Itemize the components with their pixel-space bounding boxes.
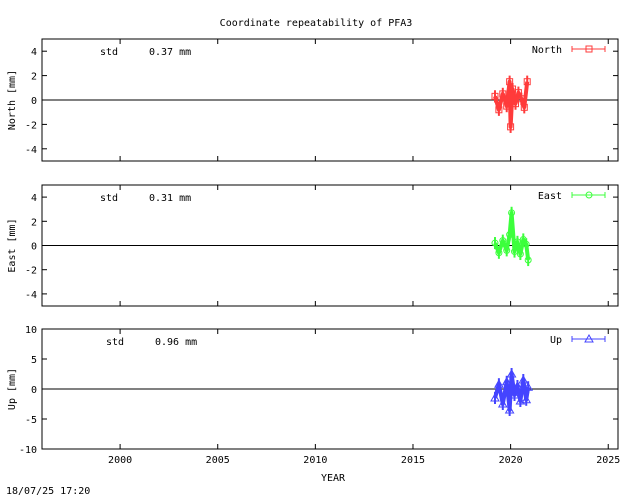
data-point	[520, 103, 528, 111]
data-point	[521, 394, 532, 404]
y-tick-label: 0	[31, 385, 37, 396]
y-tick-label: -2	[25, 120, 37, 131]
std-label: std	[106, 337, 124, 348]
data-point	[508, 209, 516, 217]
x-tick-label: 2025	[596, 455, 620, 466]
std-value: 0.96 mm	[155, 337, 197, 348]
x-tick-label: 2010	[303, 455, 327, 466]
data-point	[511, 248, 519, 256]
x-tick-label: 2000	[108, 455, 132, 466]
data-point	[524, 256, 532, 264]
timestamp: 18/07/25 17:20	[6, 486, 90, 496]
legend-label: Up	[550, 335, 562, 346]
y-tick-label: 2	[31, 72, 37, 83]
data-point	[513, 238, 521, 246]
data-point	[506, 78, 514, 86]
data-point	[491, 239, 499, 247]
data-point	[506, 231, 514, 239]
data-point	[494, 379, 504, 388]
x-tick-label: 2005	[206, 455, 230, 466]
y-tick-label: 4	[31, 47, 37, 58]
data-point	[522, 240, 530, 248]
y-tick-label: -4	[25, 290, 37, 301]
data-point	[511, 100, 519, 108]
y-axis-label: East [mm]	[7, 218, 18, 272]
x-tick-label: 2015	[401, 455, 425, 466]
std-value: 0.37 mm	[149, 47, 191, 58]
data-point	[509, 389, 520, 399]
data-point	[490, 392, 500, 402]
std-value: 0.31 mm	[149, 193, 191, 204]
data-point	[506, 368, 517, 378]
y-axis-label: North [mm]	[7, 70, 18, 130]
data-point	[516, 250, 524, 258]
data-point	[499, 90, 507, 98]
std-label: std	[100, 193, 118, 204]
y-tick-label: 0	[31, 96, 37, 107]
data-point	[501, 376, 512, 386]
data-point	[503, 102, 511, 110]
panel-up: -10 -5 0 5 10 2000 2005 2010 2015 2020 2025 Up [mm]…	[7, 325, 620, 466]
y-tick-label: 10	[25, 325, 37, 336]
panel-north: -4 -2 0 2 4 North [mm] std 0.37 mm North	[7, 38, 619, 162]
data-point	[523, 382, 534, 391]
std-label: std	[100, 47, 118, 58]
y-axis-label: Up [mm]	[7, 368, 18, 410]
data-point	[495, 106, 503, 114]
legend-marker	[585, 45, 593, 53]
data-line	[493, 210, 531, 261]
data-point	[497, 398, 508, 408]
data-point	[507, 123, 515, 131]
data-point	[523, 78, 531, 86]
y-tick-label: 0	[31, 242, 37, 253]
x-axis-label: YEAR	[321, 473, 346, 484]
y-tick-label: -4	[25, 145, 37, 156]
x-tick-label: 2020	[499, 455, 523, 466]
y-tick-label: 5	[31, 355, 37, 366]
data-point	[503, 246, 511, 254]
data-point	[504, 404, 515, 414]
legend-label: North	[532, 45, 562, 56]
data-point	[495, 249, 503, 257]
data-point	[517, 95, 525, 103]
legend-marker	[584, 333, 594, 343]
y-tick-label: 4	[31, 193, 37, 204]
y-tick-label: -10	[19, 445, 37, 456]
data-point	[509, 85, 517, 93]
y-tick-label: -2	[25, 266, 37, 277]
data-point	[499, 237, 507, 245]
chart-title: Coordinate repeatability of PFA3	[220, 18, 413, 29]
data-point	[518, 374, 529, 384]
data-point	[515, 395, 526, 405]
data-point	[512, 380, 523, 390]
panel-east: -4 -2 0 2 4 East [mm] std 0.31 mm East	[7, 184, 619, 307]
y-tick-label: 2	[31, 217, 37, 228]
legend-label: East	[538, 191, 562, 202]
legend-marker	[585, 191, 593, 199]
y-tick-label: -5	[25, 415, 37, 426]
data-point	[491, 92, 499, 100]
